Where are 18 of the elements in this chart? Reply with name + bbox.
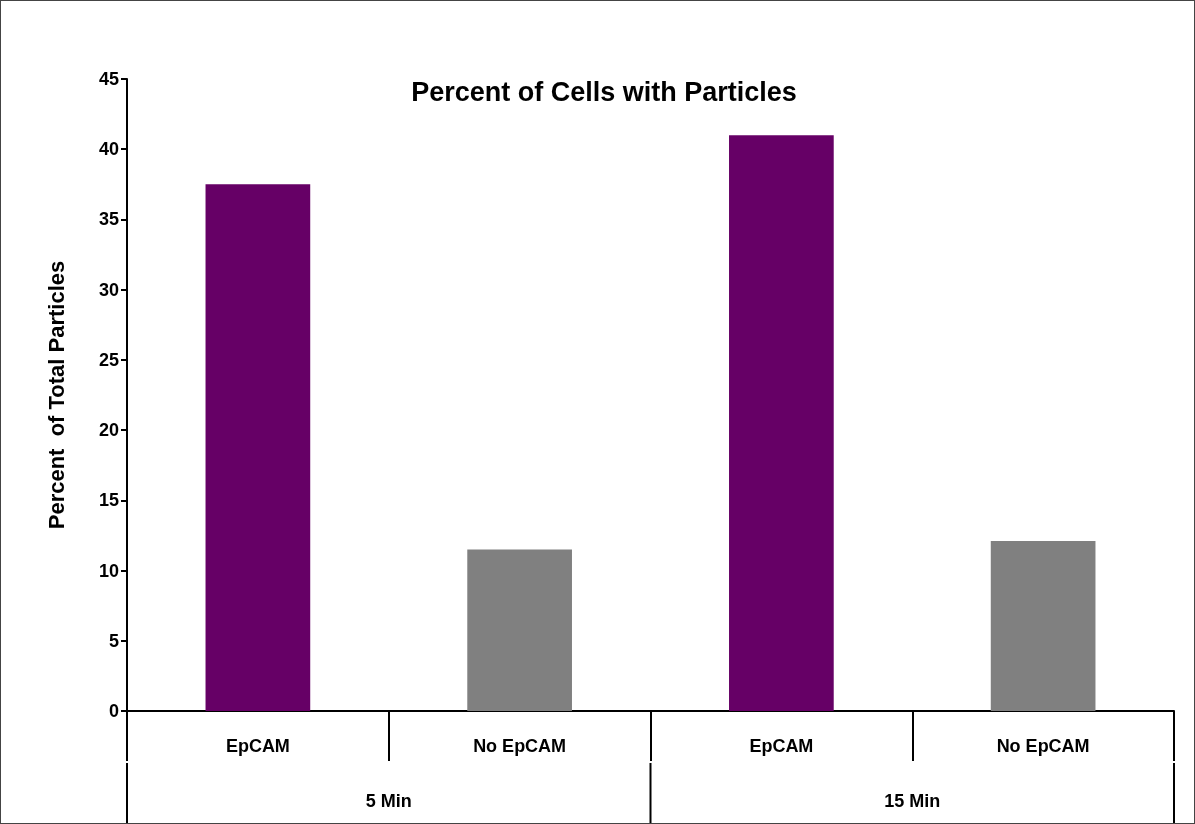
chart-title: Percent of Cells with Particles bbox=[411, 76, 797, 107]
y-tick-label: 40 bbox=[98, 139, 119, 160]
x-tick-label: No EpCAM bbox=[996, 736, 1090, 756]
y-tick-label: 15 bbox=[98, 490, 119, 511]
x-tick-label: No EpCAM bbox=[473, 736, 567, 756]
y-tick-label: 25 bbox=[98, 349, 119, 370]
y-tick-label: 30 bbox=[98, 279, 119, 300]
y-axis-title: Percent of Total Particles bbox=[43, 260, 69, 530]
y-tick-label: 0 bbox=[108, 701, 119, 721]
text: 5 Min bbox=[365, 791, 412, 811]
y-tick-label: 5 bbox=[108, 630, 119, 651]
y-tick-label: 35 bbox=[98, 209, 119, 230]
y-tick-label: 20 bbox=[98, 420, 119, 441]
x-tick-label: EpCAM bbox=[749, 736, 814, 756]
x-tick-label: EpCAM bbox=[225, 736, 290, 756]
y-tick-label: 10 bbox=[98, 560, 119, 581]
y-tick-label: 45 bbox=[98, 69, 119, 89]
text: 15 Min bbox=[884, 791, 941, 811]
